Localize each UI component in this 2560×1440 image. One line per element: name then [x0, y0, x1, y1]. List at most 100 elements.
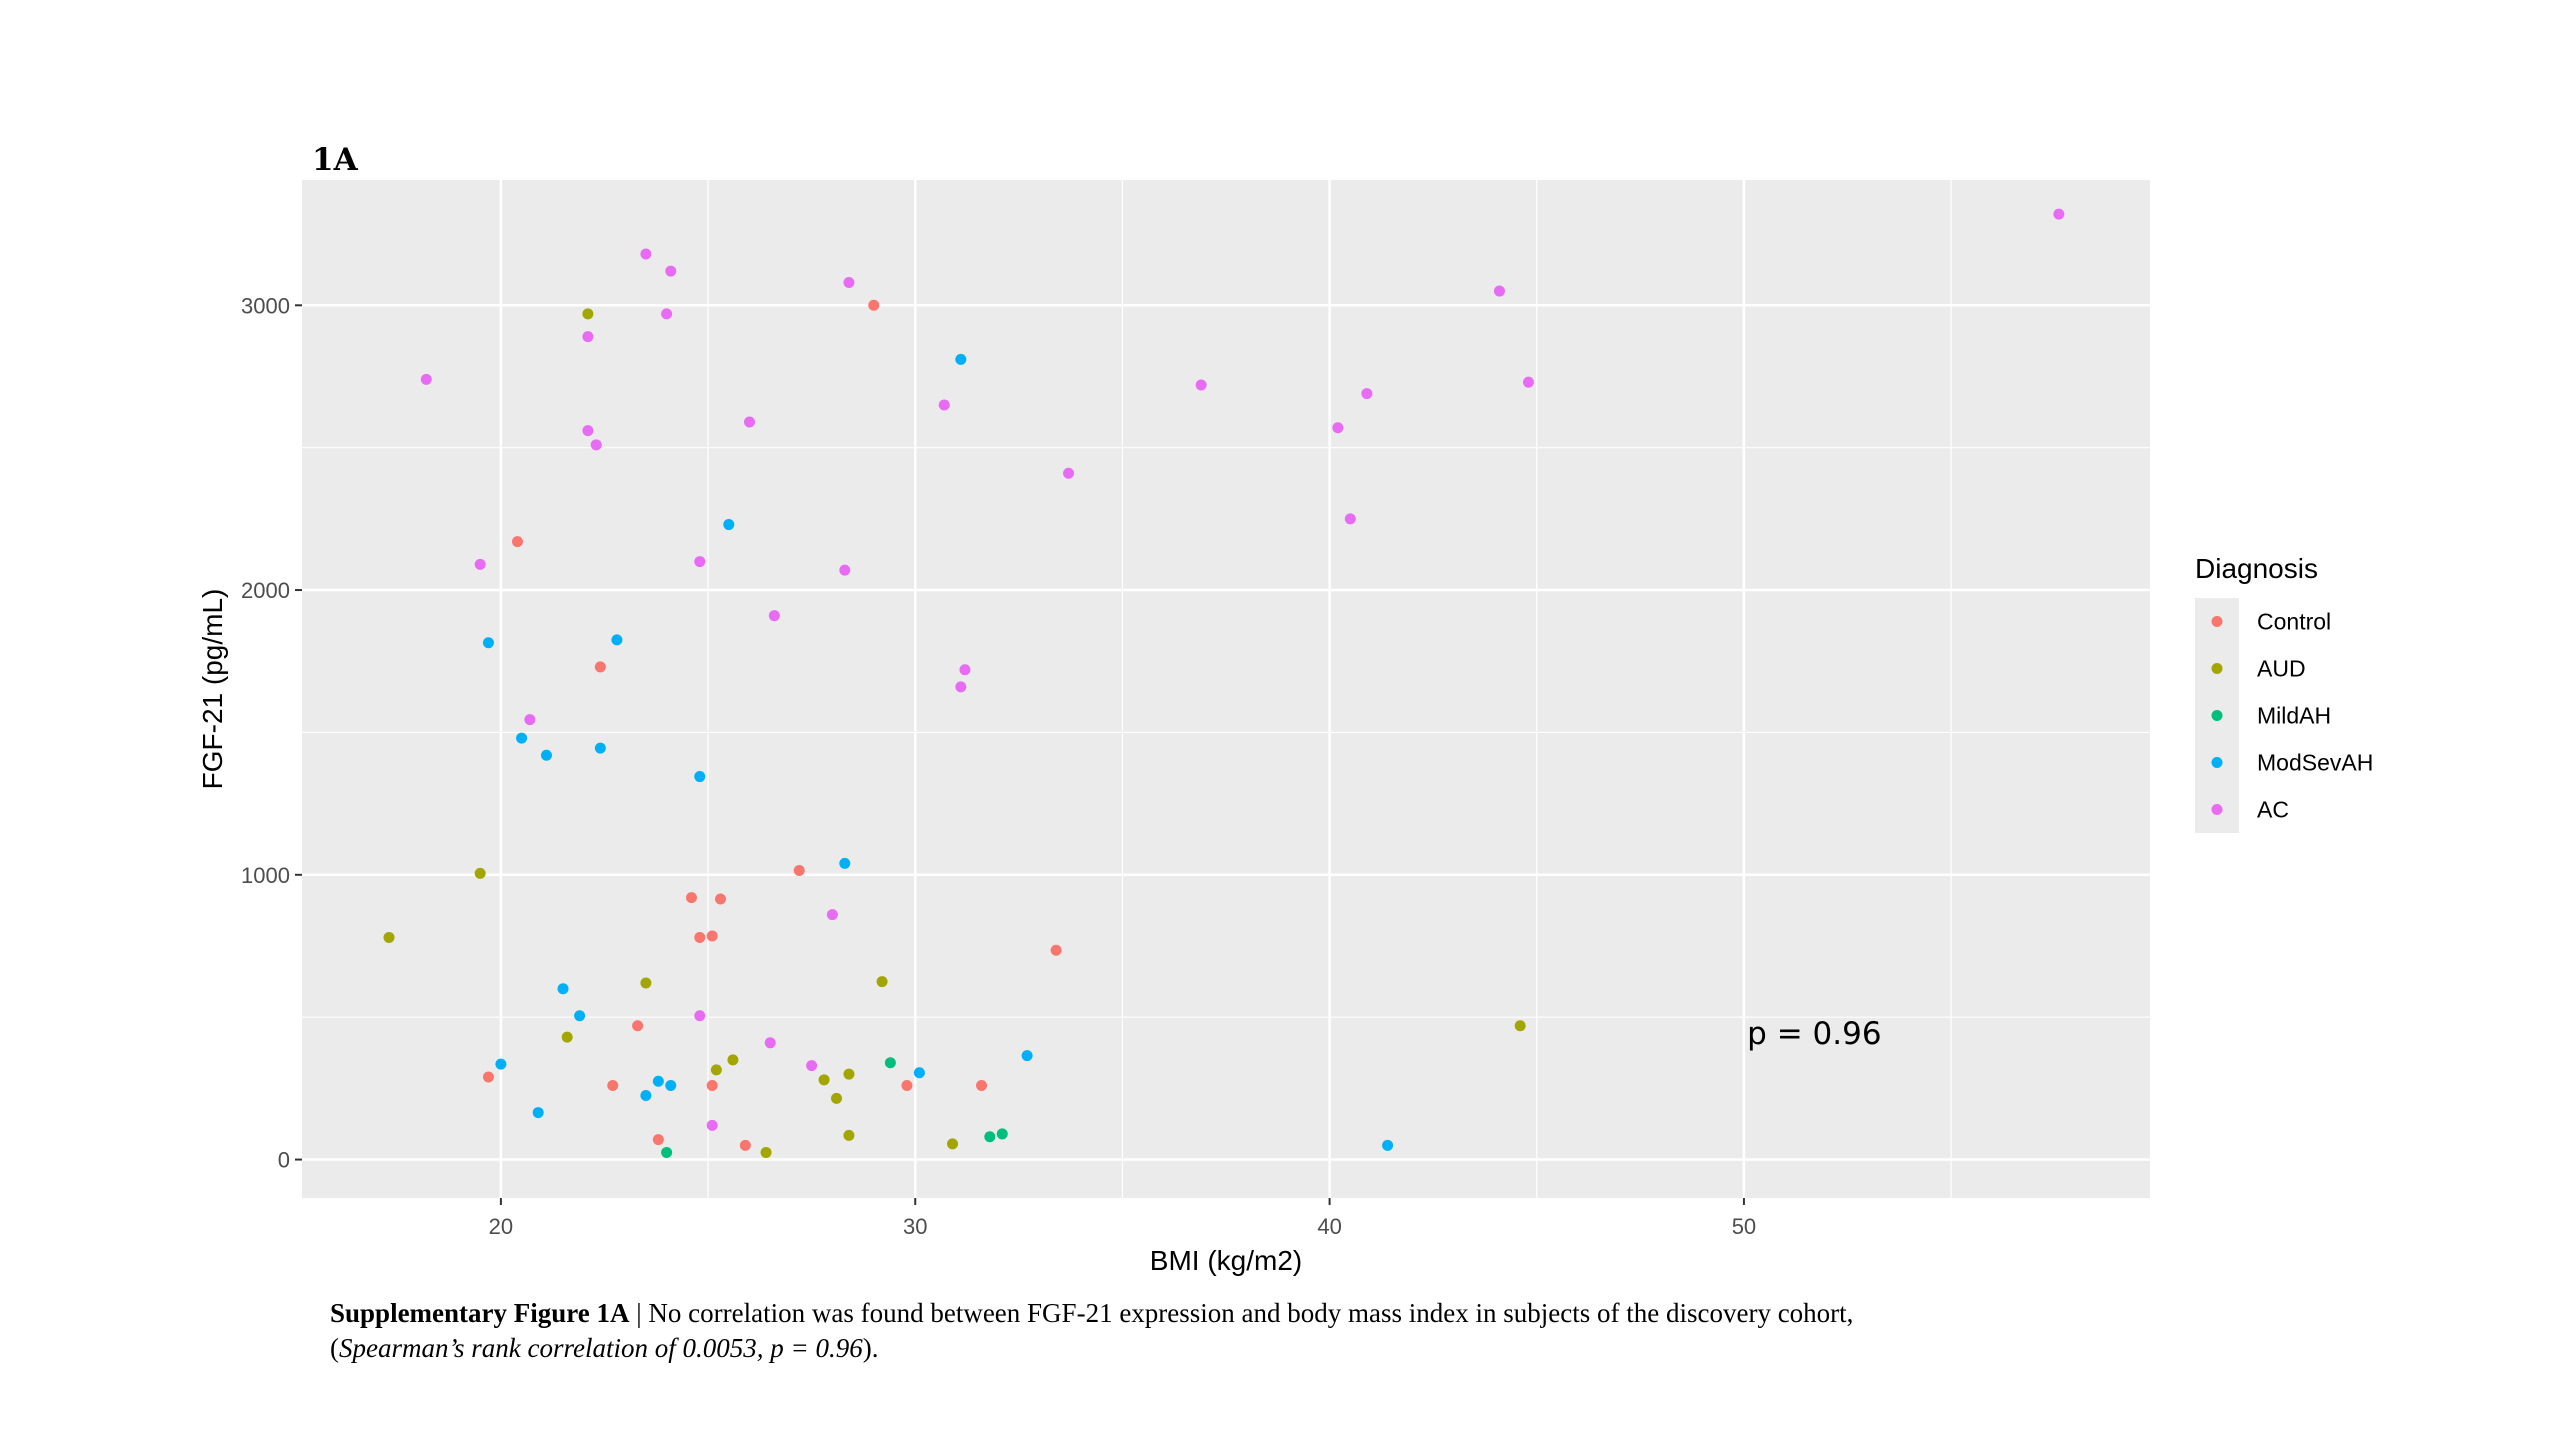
data-point-control: [607, 1080, 619, 1092]
data-point-ac: [1332, 422, 1344, 434]
data-point-modsevah: [640, 1089, 652, 1101]
data-point-ac: [1195, 379, 1207, 391]
legend-label-modsevah: ModSevAH: [2257, 750, 2373, 776]
data-point-ac: [694, 556, 706, 568]
data-point-control: [901, 1080, 913, 1092]
data-point-modsevah: [723, 519, 735, 531]
data-point-aud: [760, 1146, 772, 1158]
data-point-modsevah: [574, 1010, 586, 1022]
x-tick-label: 20: [489, 1214, 513, 1239]
data-point-ac: [843, 277, 855, 289]
data-point-aud: [561, 1031, 573, 1043]
data-point-ac: [1063, 467, 1075, 479]
legend-label-control: Control: [2257, 609, 2331, 635]
data-point-modsevah: [955, 353, 967, 365]
data-point-aud: [1514, 1020, 1526, 1032]
data-point-modsevah: [482, 637, 494, 649]
plot-panel: [302, 180, 2150, 1198]
legend-key-aud: [2211, 663, 2223, 674]
data-point-modsevah: [532, 1107, 544, 1119]
data-point-control: [706, 1080, 718, 1092]
data-point-mildah: [661, 1146, 673, 1158]
data-point-ac: [826, 909, 838, 921]
data-points: [383, 208, 2065, 1158]
y-tick-label: 0: [278, 1148, 290, 1173]
data-point-modsevah: [557, 983, 569, 995]
figure-caption: Supplementary Figure 1A | No correlation…: [330, 1296, 2430, 1366]
x-tick-label: 30: [903, 1214, 927, 1239]
data-point-aud: [383, 931, 395, 943]
data-point-modsevah: [839, 857, 851, 869]
caption-separator: |: [629, 1298, 649, 1328]
legend-key-ac: [2211, 804, 2223, 815]
data-point-aud: [947, 1138, 959, 1150]
minor-gridlines: [302, 180, 2150, 1198]
x-axis-ticks: 20 30 40 50: [489, 1198, 1756, 1239]
legend: Diagnosis Control AUD MildAH ModSevAH AC: [2195, 553, 2373, 833]
caption-open: (: [330, 1333, 339, 1363]
data-point-ac: [665, 265, 677, 277]
data-point-ac: [582, 425, 594, 437]
panel-label: 1A: [312, 142, 359, 178]
data-point-ac: [640, 248, 652, 260]
y-tick-label: 1000: [241, 863, 290, 888]
data-point-aud: [727, 1054, 739, 1066]
data-point-ac: [743, 416, 755, 428]
legend-label-mildah: MildAH: [2257, 703, 2331, 729]
data-point-mildah: [996, 1128, 1008, 1140]
data-point-aud: [818, 1074, 830, 1086]
data-point-control: [793, 865, 805, 877]
data-point-ac: [524, 714, 536, 726]
data-point-mildah: [984, 1131, 996, 1143]
data-point-control: [482, 1071, 494, 1083]
y-tick-label: 3000: [241, 293, 290, 318]
data-point-aud: [831, 1092, 843, 1104]
data-point-aud: [843, 1129, 855, 1141]
data-point-modsevah: [913, 1067, 925, 1079]
data-point-ac: [1493, 285, 1505, 297]
caption-bold: Supplementary Figure 1A: [330, 1298, 630, 1328]
data-point-ac: [1344, 513, 1356, 525]
data-point-control: [868, 299, 880, 311]
data-point-ac: [768, 610, 780, 622]
data-point-ac: [1361, 388, 1373, 400]
data-point-control: [652, 1134, 664, 1146]
data-point-ac: [806, 1060, 818, 1072]
y-axis-ticks: 0 1000 2000 3000: [241, 293, 302, 1173]
caption-text: No correlation was found between FGF-21 …: [648, 1298, 1854, 1328]
data-point-modsevah: [694, 771, 706, 783]
data-point-control: [706, 930, 718, 942]
data-point-modsevah: [540, 749, 552, 761]
data-point-ac: [2053, 208, 2065, 220]
data-point-aud: [582, 308, 594, 320]
data-point-aud: [474, 867, 486, 879]
data-point-ac: [694, 1010, 706, 1022]
legend-label-ac: AC: [2257, 797, 2289, 823]
data-point-control: [1050, 944, 1062, 956]
data-point-control: [511, 536, 523, 548]
data-point-ac: [420, 373, 432, 385]
data-point-control: [739, 1139, 751, 1151]
legend-key-control: [2211, 616, 2223, 627]
data-point-ac: [474, 558, 486, 570]
legend-title: Diagnosis: [2195, 553, 2318, 584]
data-point-aud: [876, 976, 888, 988]
data-point-modsevah: [1021, 1050, 1033, 1062]
data-point-modsevah: [652, 1075, 664, 1087]
legend-key-mildah: [2211, 710, 2223, 721]
legend-key-modsevah: [2211, 757, 2223, 768]
major-gridlines: [302, 180, 2150, 1198]
legend-label-aud: AUD: [2257, 656, 2306, 682]
y-tick-label: 2000: [241, 578, 290, 603]
x-tick-label: 40: [1317, 1214, 1341, 1239]
data-point-aud: [710, 1064, 722, 1076]
data-point-aud: [640, 977, 652, 989]
data-point-aud: [843, 1068, 855, 1080]
data-point-control: [685, 892, 697, 904]
data-point-ac: [955, 681, 967, 693]
data-point-control: [632, 1020, 644, 1032]
caption-close: ).: [862, 1333, 879, 1363]
data-point-control: [976, 1080, 988, 1092]
data-point-control: [694, 931, 706, 943]
